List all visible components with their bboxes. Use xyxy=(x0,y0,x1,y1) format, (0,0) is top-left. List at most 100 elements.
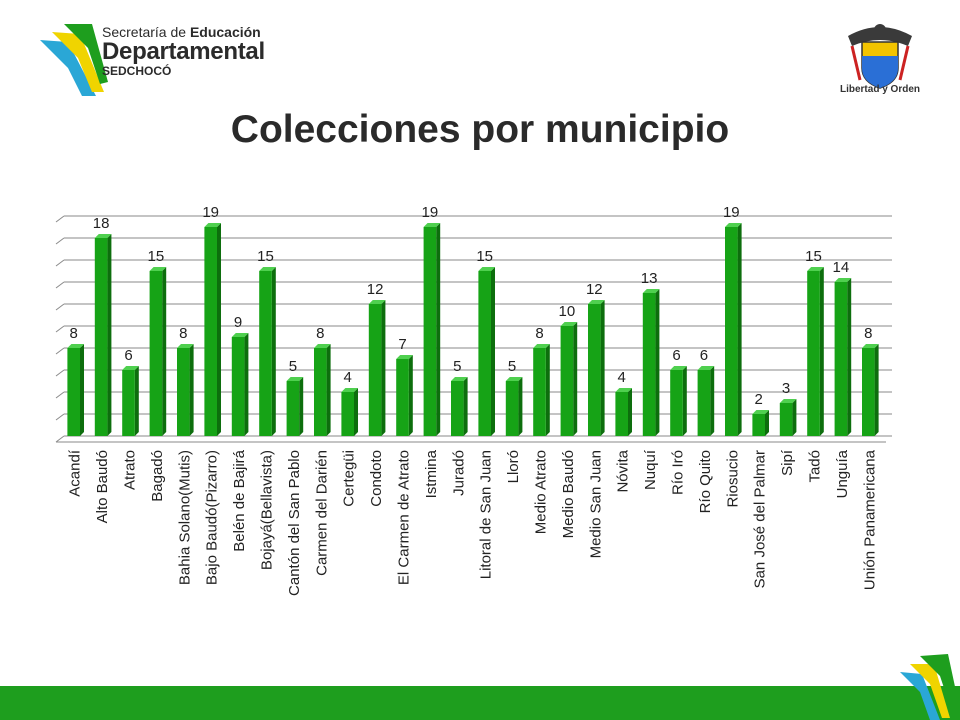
bar-top xyxy=(286,377,304,381)
category-label: Juradó xyxy=(450,450,467,496)
bar xyxy=(94,238,108,436)
category-label: Istmina xyxy=(423,449,440,498)
bar-side xyxy=(628,388,633,436)
bar-side xyxy=(545,344,550,436)
data-label: 2 xyxy=(755,391,763,408)
category-label: Río Iró xyxy=(670,450,687,495)
category-label: Certegüi xyxy=(341,450,358,507)
bar xyxy=(313,348,327,436)
bar-side xyxy=(381,300,386,436)
category-label: Bajo Baudó(Pizarro) xyxy=(204,450,221,585)
data-label: 8 xyxy=(535,325,543,342)
bar-side xyxy=(600,300,605,436)
bar-top xyxy=(642,289,660,293)
bar-top xyxy=(368,300,386,304)
category-label: Medio San Juan xyxy=(587,450,604,558)
bar-side xyxy=(299,377,304,436)
bar-top xyxy=(396,355,413,359)
bar-top xyxy=(149,267,167,271)
bar xyxy=(368,304,382,436)
data-label: 6 xyxy=(124,347,132,364)
bar-top xyxy=(313,344,331,348)
bar xyxy=(231,337,245,436)
bar-top xyxy=(533,344,550,348)
bar-side xyxy=(326,344,331,436)
category-label: Alto Baudó xyxy=(94,450,111,523)
category-label: Unguía xyxy=(834,449,851,498)
coat-of-arms-icon xyxy=(848,24,912,89)
bar xyxy=(396,359,409,436)
bar xyxy=(423,227,437,436)
data-label: 4 xyxy=(344,369,352,386)
category-label: San José del Palmar xyxy=(752,450,769,588)
category-label: Litoral de San Juan xyxy=(478,450,495,579)
category-label: Cantón del San Pablo xyxy=(286,450,303,596)
data-label: 8 xyxy=(70,325,78,342)
bar xyxy=(204,227,218,436)
bar xyxy=(259,271,272,436)
data-label: 7 xyxy=(398,336,406,353)
gridline-depth xyxy=(55,259,65,267)
data-label: 5 xyxy=(289,358,297,375)
data-label: 4 xyxy=(618,369,626,386)
bar-top xyxy=(560,322,578,326)
bar xyxy=(478,271,492,436)
bar-side xyxy=(244,333,249,436)
bar-side xyxy=(162,267,167,436)
category-label: Medio Atrato xyxy=(533,450,550,534)
bar-top xyxy=(204,223,222,227)
data-label: 8 xyxy=(864,325,872,342)
bar-side xyxy=(573,322,578,436)
bar xyxy=(724,227,738,436)
logo-text-sedchoco: SEDCHOCÓ xyxy=(102,64,172,78)
data-label: 5 xyxy=(508,358,516,375)
gridline-depth xyxy=(55,215,65,223)
bar-side xyxy=(847,278,852,436)
data-label: 19 xyxy=(202,204,219,221)
bar-top xyxy=(724,223,742,227)
gridline-depth xyxy=(55,237,65,245)
bar xyxy=(450,381,464,436)
bar-side xyxy=(765,410,770,436)
category-label: Bahia Solano(Mutis) xyxy=(176,450,193,585)
data-label: 9 xyxy=(234,314,242,331)
bar xyxy=(67,348,81,436)
bar-top xyxy=(697,366,715,370)
bar-side xyxy=(436,223,441,436)
bar-top xyxy=(94,234,112,238)
bar-side xyxy=(217,223,222,436)
bar xyxy=(176,348,190,436)
category-label: Nóvita xyxy=(615,449,632,492)
bar-top xyxy=(615,388,633,392)
footer-bar xyxy=(0,686,960,720)
category-label: Medio Baudó xyxy=(560,450,577,538)
category-label: Bagadó xyxy=(149,450,166,502)
data-label: 19 xyxy=(422,204,439,221)
bar-side xyxy=(80,344,85,436)
bar-top xyxy=(834,278,852,282)
bar-top xyxy=(478,267,496,271)
logo-text-secretaria: Secretaría de xyxy=(102,24,190,40)
logo-stripes-icon xyxy=(40,24,108,96)
data-label: 15 xyxy=(476,248,493,265)
bar-side xyxy=(189,344,194,436)
bar-top xyxy=(587,300,605,304)
bar-top xyxy=(450,377,468,381)
data-label: 8 xyxy=(316,325,324,342)
data-label: 14 xyxy=(833,259,850,276)
bar-side xyxy=(682,366,687,436)
category-label: Unión Panamericana xyxy=(861,449,878,590)
category-label: Bojayá(Bellavista) xyxy=(259,450,276,570)
bar xyxy=(560,326,574,436)
bar-side xyxy=(819,267,824,436)
gridline-depth xyxy=(55,325,65,333)
category-label: Condoto xyxy=(368,450,385,507)
bar xyxy=(834,282,848,436)
category-label: Belén de Bajirá xyxy=(231,449,248,551)
bar-top xyxy=(779,399,797,403)
secretaria-logo: Secretaría de Educación Departamental SE… xyxy=(38,18,278,96)
category-label: Nuquí xyxy=(642,449,659,490)
bar xyxy=(697,370,711,436)
bar xyxy=(341,392,355,436)
bar-top xyxy=(176,344,194,348)
